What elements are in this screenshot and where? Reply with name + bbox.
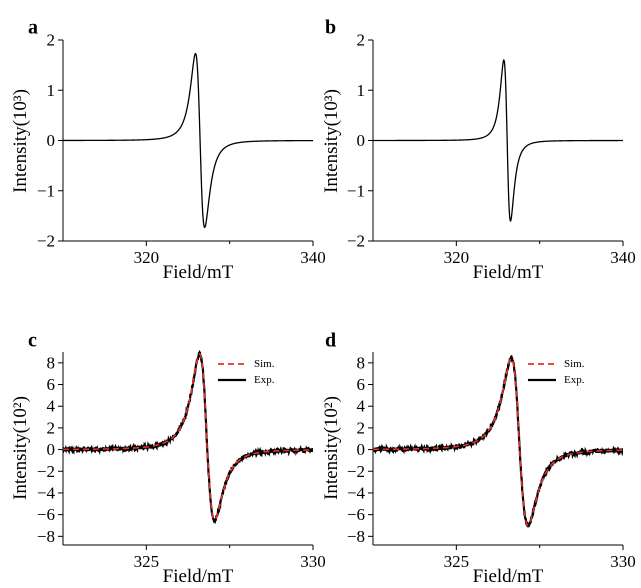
spectrum-line (63, 52, 313, 229)
y-tick-label: −2 (37, 232, 55, 251)
y-tick-label: 2 (47, 31, 56, 50)
y-tick-label: 2 (357, 418, 366, 437)
y-tick-label: 0 (357, 440, 366, 459)
y-tick-label: 6 (357, 375, 366, 394)
y-axis-title: Intensity(10²) (10, 396, 31, 500)
panel-a: a2 1 0 −1 −2 320 340 Field/mT Intensity(10³) (10, 17, 326, 283)
sim-series-line (63, 353, 313, 521)
exp-series-line (63, 350, 313, 525)
y-tick-label: 2 (47, 418, 56, 437)
exp-series-line (373, 354, 623, 528)
legend-label: Sim. (254, 358, 275, 370)
legend: Sim. Exp. (218, 358, 275, 386)
y-tick-label: −4 (37, 483, 56, 502)
y-tick-label: −1 (37, 181, 55, 200)
x-tick-label: 320 (134, 248, 160, 267)
y-tick-label: −8 (37, 527, 55, 546)
y-tick-label: 4 (47, 397, 56, 416)
y-tick-label: 4 (357, 397, 366, 416)
y-tick-label: −8 (347, 527, 365, 546)
y-tick-label: −2 (347, 462, 365, 481)
x-axis-title: Field/mT (163, 566, 234, 587)
y-tick-label: −1 (347, 181, 365, 200)
x-axis-title: Field/mT (473, 262, 544, 283)
legend-label: Exp. (254, 374, 275, 386)
x-axis-title: Field/mT (163, 262, 234, 283)
panel-letter: b (325, 17, 336, 39)
y-axis-title: Intensity(10³) (10, 89, 31, 193)
legend-label: Sim. (564, 358, 585, 370)
panel-c: c8 6 4 2 0 −2 −4 −6 −8 325 330 Field/mT Intensity(10… (10, 330, 326, 587)
y-axis-title: Intensity(10³) (321, 89, 342, 193)
x-axis-title: Field/mT (473, 566, 544, 587)
x-tick-label: 325 (444, 552, 470, 571)
panel-b: b 2 1 0 −1 −2 320 340 Field/mT Intensity(10³) (321, 17, 636, 283)
spectrum-line (373, 58, 623, 223)
y-tick-label: −2 (37, 462, 55, 481)
y-tick-label: −6 (347, 505, 365, 524)
y-tick-label: 8 (357, 353, 366, 372)
y-tick-label: 2 (357, 31, 366, 50)
panel-letter: c (28, 330, 37, 352)
panel-letter: a (28, 17, 38, 39)
y-tick-label: 1 (47, 81, 56, 100)
legend: Sim. Exp. (528, 358, 585, 386)
sim-series-line (373, 357, 623, 527)
panel-letter: d (325, 330, 336, 352)
legend-label: Exp. (564, 374, 585, 386)
panel-d: d 8 6 4 2 0 −2 −4 −6 −8 325 330 Field/mT Intensity(10… (321, 330, 636, 587)
y-tick-label: 6 (47, 375, 56, 394)
x-tick-label: 330 (610, 552, 636, 571)
y-tick-label: −6 (37, 505, 55, 524)
y-axis-title: Intensity(10²) (321, 396, 342, 500)
x-tick-label: 320 (444, 248, 470, 267)
y-tick-label: 0 (47, 440, 56, 459)
y-tick-label: 0 (357, 131, 366, 150)
y-tick-label: 1 (357, 81, 366, 100)
x-tick-label: 325 (134, 552, 160, 571)
x-tick-label: 340 (300, 248, 326, 267)
x-tick-label: 340 (610, 248, 636, 267)
y-tick-label: −2 (347, 232, 365, 251)
y-tick-label: −4 (347, 483, 366, 502)
y-tick-label: 0 (47, 131, 56, 150)
y-tick-label: 8 (47, 353, 56, 372)
x-tick-label: 330 (300, 552, 326, 571)
